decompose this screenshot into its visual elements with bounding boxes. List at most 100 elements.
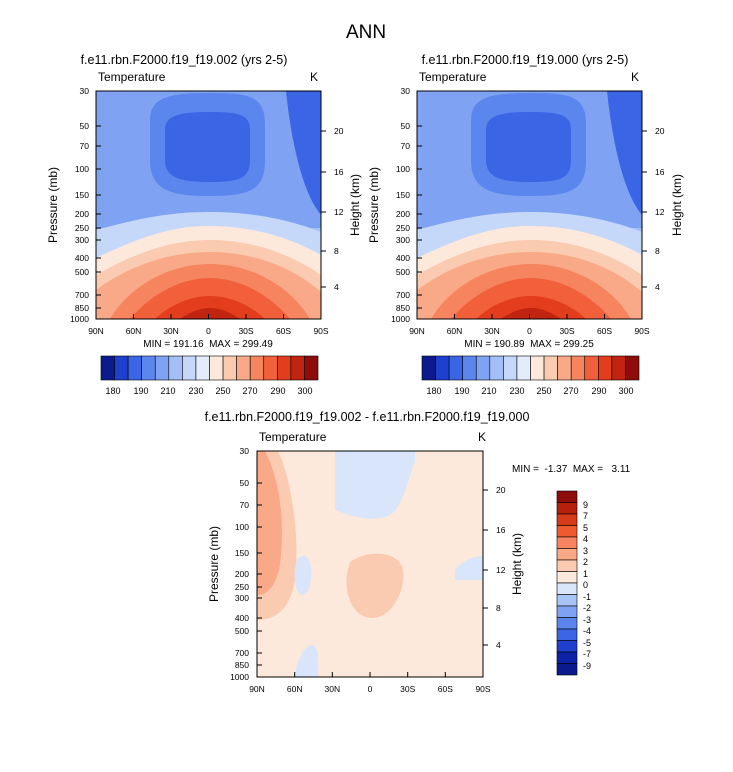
y2-tick-label: 12 bbox=[655, 207, 665, 217]
colorbar-swatch bbox=[290, 355, 305, 381]
y2-tick-label: 4 bbox=[496, 640, 501, 650]
colorbar-swatch bbox=[475, 355, 491, 381]
colorbar-swatches bbox=[421, 355, 640, 381]
colorbar-swatch bbox=[222, 355, 237, 381]
y2-tick-label: 20 bbox=[655, 126, 665, 136]
y2-tick-label: 4 bbox=[334, 282, 339, 292]
y-tick-label: 300 bbox=[235, 593, 249, 603]
x-tick-label: 30S bbox=[400, 684, 415, 694]
y2-tick-label: 16 bbox=[655, 167, 665, 177]
colorbar-label: 300 bbox=[297, 386, 312, 396]
y2-tick-label: 20 bbox=[496, 485, 506, 495]
y2-tick-label: 12 bbox=[496, 565, 506, 575]
panel-2-left-label: Temperature bbox=[419, 70, 487, 84]
colorbar-swatch bbox=[182, 355, 197, 381]
colorbar-label: 180 bbox=[105, 386, 120, 396]
panel-1-title: f.e11.rbn.F2000.f19_f19.002 (yrs 2-5) bbox=[81, 53, 288, 67]
y-tick-label: 50 bbox=[240, 478, 250, 488]
y2-tick-label: 8 bbox=[655, 246, 660, 256]
y-tick-label: 150 bbox=[396, 190, 410, 200]
x-tick-label: 30N bbox=[163, 326, 179, 336]
panel-3: f.e11.rbn.F2000.f19_f19.002 - f.e11.rbn.… bbox=[205, 410, 631, 694]
y-axis-title: Pressure (mb) bbox=[207, 526, 221, 602]
x-tick-label: 30S bbox=[238, 326, 253, 336]
y-tick-label: 250 bbox=[75, 223, 89, 233]
y2-tick-label: 4 bbox=[655, 282, 660, 292]
colorbar-label: -9 bbox=[583, 661, 591, 671]
y-tick-label: 100 bbox=[235, 522, 249, 532]
x-tick-label: 0 bbox=[206, 326, 211, 336]
colorbar-label: 210 bbox=[481, 386, 496, 396]
y-tick-label: 250 bbox=[396, 223, 410, 233]
colorbar-swatch bbox=[570, 355, 586, 381]
colorbar-label: 300 bbox=[618, 386, 633, 396]
colorbar-label: 7 bbox=[583, 511, 588, 521]
colorbar-label: 1 bbox=[583, 569, 588, 579]
y2-tick-label: 12 bbox=[334, 207, 344, 217]
colorbar-swatch bbox=[556, 525, 578, 538]
panel-2-y-axis: 30 50 70 100 150 200 250 300 400 500 700… bbox=[367, 86, 422, 324]
y-tick-label: 500 bbox=[235, 626, 249, 636]
colorbar-swatch bbox=[127, 355, 142, 381]
colorbar-swatch bbox=[154, 355, 170, 381]
y-tick-label: 30 bbox=[80, 86, 90, 96]
y2-axis-title: Height (km) bbox=[510, 533, 524, 595]
colorbar-swatches bbox=[556, 490, 578, 676]
y2-axis-title: Height (km) bbox=[348, 174, 362, 236]
colorbar-swatch bbox=[489, 355, 504, 381]
y-tick-label: 70 bbox=[80, 141, 90, 151]
colorbar-swatch bbox=[503, 355, 518, 381]
y-tick-label: 700 bbox=[75, 290, 89, 300]
y-axis-title: Pressure (mb) bbox=[46, 167, 60, 243]
colorbar-swatch bbox=[263, 355, 278, 381]
colorbar-swatch bbox=[516, 355, 531, 381]
x-tick-label: 90N bbox=[88, 326, 104, 336]
x-tick-label: 60N bbox=[287, 684, 303, 694]
panel-2-plot-area bbox=[417, 91, 642, 319]
panel-1-y-axis: 30 50 70 100 150 200 250 300 400 500 700… bbox=[46, 86, 101, 324]
colorbar-label: 5 bbox=[583, 523, 588, 533]
figure-title: ANN bbox=[346, 22, 386, 43]
colorbar-label: 4 bbox=[583, 534, 588, 544]
y-tick-label: 500 bbox=[75, 267, 89, 277]
panel-3-plot-area bbox=[257, 451, 483, 677]
colorbar-swatch bbox=[556, 559, 578, 572]
colorbar-label: 9 bbox=[583, 500, 588, 510]
x-tick-label: 90N bbox=[249, 684, 265, 694]
x-tick-label: 90N bbox=[409, 326, 425, 336]
y-tick-label: 1000 bbox=[391, 314, 410, 324]
colorbar-swatch bbox=[625, 355, 640, 381]
panel-3-left-label: Temperature bbox=[259, 430, 327, 444]
panel-3-title: f.e11.rbn.F2000.f19_f19.002 - f.e11.rbn.… bbox=[205, 410, 530, 424]
colorbar-swatch bbox=[556, 628, 578, 641]
colorbar-label: 250 bbox=[215, 386, 230, 396]
panel-1: f.e11.rbn.F2000.f19_f19.002 (yrs 2-5) Te… bbox=[46, 53, 362, 396]
x-tick-label: 90S bbox=[634, 326, 649, 336]
colorbar-label: 230 bbox=[509, 386, 524, 396]
y-tick-label: 850 bbox=[235, 660, 249, 670]
colorbar-swatch bbox=[195, 355, 210, 381]
colorbar-swatch bbox=[584, 355, 599, 381]
colorbar-label: -5 bbox=[583, 638, 591, 648]
x-tick-label: 60S bbox=[276, 326, 291, 336]
colorbar-swatch bbox=[598, 355, 613, 381]
colorbar-label: -1 bbox=[583, 592, 591, 602]
colorbar-swatch bbox=[530, 355, 545, 381]
colorbar-swatch bbox=[557, 355, 572, 381]
y-tick-label: 700 bbox=[396, 290, 410, 300]
y-tick-label: 400 bbox=[235, 613, 249, 623]
panel-3-stats: MIN = -1.37 MAX = 3.11 bbox=[512, 464, 631, 475]
panel-1-stats: MIN = 191.16 MAX = 299.49 bbox=[143, 339, 273, 350]
colorbar-swatch bbox=[556, 571, 578, 584]
y-tick-label: 300 bbox=[396, 235, 410, 245]
panel-1-x-axis: 90N 60N 30N 0 30S 60S 90S bbox=[88, 314, 329, 336]
colorbar-swatch bbox=[556, 513, 578, 526]
y-tick-label: 30 bbox=[401, 86, 411, 96]
colorbar-label: 250 bbox=[536, 386, 551, 396]
y2-tick-label: 16 bbox=[496, 525, 506, 535]
x-tick-label: 60N bbox=[126, 326, 142, 336]
panel-2-right-label: K bbox=[631, 70, 639, 84]
y-tick-label: 500 bbox=[396, 267, 410, 277]
panel-2-stats: MIN = 190.89 MAX = 299.25 bbox=[464, 339, 594, 350]
colorbar-swatch bbox=[100, 355, 115, 381]
